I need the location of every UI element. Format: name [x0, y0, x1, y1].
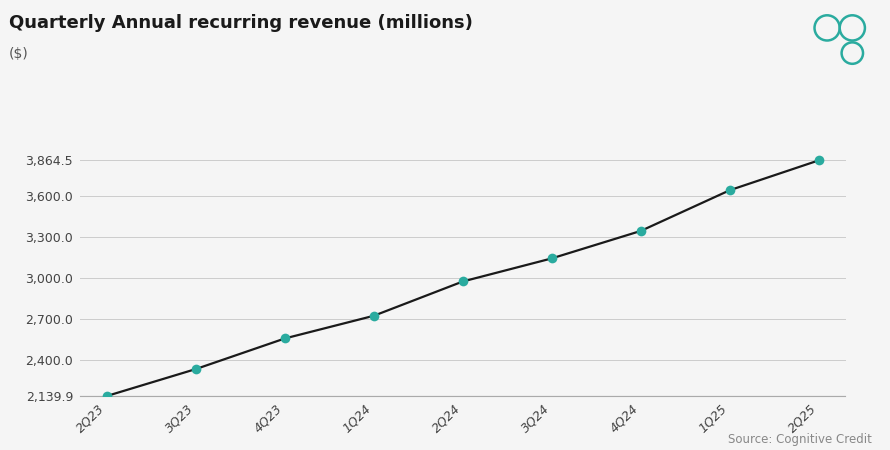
Point [278, 335, 292, 342]
Text: Source: Cognitive Credit: Source: Cognitive Credit [728, 432, 872, 446]
Point [367, 312, 381, 319]
Text: Quarterly Annual recurring revenue (millions): Quarterly Annual recurring revenue (mill… [9, 14, 473, 32]
Point [723, 187, 737, 194]
Point [456, 278, 470, 285]
Point [812, 157, 826, 164]
Point [189, 365, 203, 373]
Text: ($): ($) [9, 47, 28, 61]
Point [100, 392, 114, 400]
Point [545, 255, 559, 262]
Point [634, 227, 648, 234]
